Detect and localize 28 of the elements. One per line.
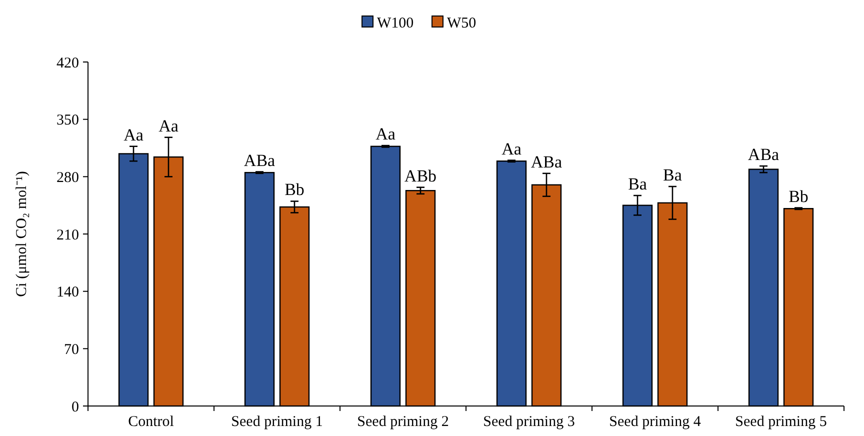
y-tick-label: 350 xyxy=(56,112,79,129)
annotation: Bb xyxy=(788,186,808,206)
y-tick-label: 140 xyxy=(56,284,79,301)
annotation: ABa xyxy=(748,145,780,164)
annotation: Aa xyxy=(158,116,179,136)
x-tick-label: Seed priming 2 xyxy=(357,414,449,430)
y-axis-title: Ci (μmol CO₂ mol⁻¹) xyxy=(14,171,30,297)
x-tick-label: Seed priming 3 xyxy=(483,414,575,430)
y-tick-label: 280 xyxy=(56,170,79,186)
legend-label: W50 xyxy=(447,15,476,32)
x-tick-label: Control xyxy=(128,414,174,430)
annotation: Ba xyxy=(628,174,648,194)
annotation: Aa xyxy=(376,124,396,144)
y-tick-label: 70 xyxy=(64,342,79,358)
annotation: Bb xyxy=(284,180,304,200)
y-tick-label: 420 xyxy=(56,55,79,72)
annotation: ABa xyxy=(244,150,276,170)
x-tick-label: Seed priming 1 xyxy=(231,414,323,430)
y-tick-label: 0 xyxy=(72,399,79,416)
x-tick-label: Seed priming 4 xyxy=(609,414,702,430)
y-tick-label: 210 xyxy=(56,227,79,244)
x-tick-label: Seed priming 5 xyxy=(735,414,827,430)
annotation: ABb xyxy=(404,166,437,186)
annotation: ABa xyxy=(530,152,563,172)
annotation: Ba xyxy=(663,165,682,184)
legend-label: W100 xyxy=(377,15,414,32)
annotation: Aa xyxy=(124,125,144,144)
annotation: Aa xyxy=(502,139,522,158)
